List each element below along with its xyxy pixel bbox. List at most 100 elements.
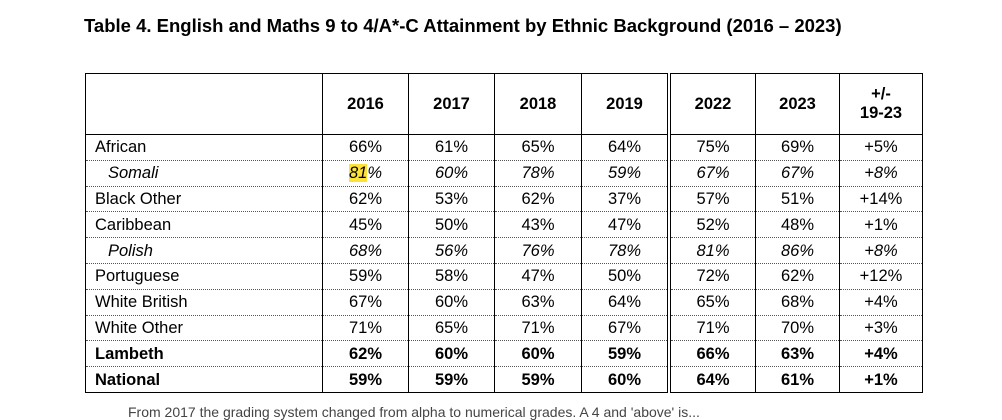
footnote-text: From 2017 the grading system changed fro… <box>128 404 700 420</box>
header-year-2022: 2022 <box>667 73 756 135</box>
table-row: White British 67% 60% 63% 64% 65% 68% +4… <box>85 289 923 316</box>
attainment-table: 2016 2017 2018 2019 2022 2023 +/- 19-23 … <box>85 73 923 393</box>
cell-2018: 59% <box>494 366 582 393</box>
highlighted-text: 81 <box>348 164 368 183</box>
cell-2023: 63% <box>755 340 840 368</box>
cell-change: +12% <box>839 263 923 290</box>
header-year-2018: 2018 <box>494 73 582 135</box>
cell-change: +4% <box>839 289 923 316</box>
table-row: African 66% 61% 65% 64% 75% 69% +5% <box>85 134 923 161</box>
cell-2017: 50% <box>408 211 495 239</box>
table-row: Polish 68% 56% 76% 78% 81% 86% +8% <box>85 237 923 264</box>
header-year-2023: 2023 <box>755 73 840 135</box>
cell-2023: 69% <box>755 134 840 161</box>
cell-2016: 67% <box>322 289 409 316</box>
cell-2016: 59% <box>322 366 409 393</box>
table-header-row: 2016 2017 2018 2019 2022 2023 +/- 19-23 <box>85 73 923 135</box>
cell-2017: 65% <box>408 315 495 342</box>
cell-2017: 53% <box>408 186 495 213</box>
cell-2018: 47% <box>494 263 582 290</box>
cell-2023: 86% <box>755 237 840 264</box>
cell-2017: 60% <box>408 340 495 368</box>
row-label: National <box>85 366 323 393</box>
header-change-line1: +/- <box>871 85 891 103</box>
cell-2023: 61% <box>755 366 840 393</box>
cell-2018: 62% <box>494 186 582 213</box>
header-change: +/- 19-23 <box>839 73 923 135</box>
cell-2022: 67% <box>667 160 756 187</box>
cell-2017: 58% <box>408 263 495 290</box>
cell-2016: 68% <box>322 237 409 264</box>
cell-2016: 71% <box>322 315 409 342</box>
cell-2016: 62% <box>322 340 409 368</box>
cell-2017: 59% <box>408 366 495 393</box>
header-year-2017: 2017 <box>408 73 495 135</box>
header-year-2019: 2019 <box>581 73 670 135</box>
row-label: Caribbean <box>85 211 323 239</box>
cell-2022: 52% <box>667 211 756 239</box>
cell-change: +5% <box>839 134 923 161</box>
table-row: Black Other 62% 53% 62% 37% 57% 51% +14% <box>85 186 923 213</box>
row-label: African <box>85 134 323 161</box>
cell-2022: 75% <box>667 134 756 161</box>
row-label: White British <box>85 289 323 316</box>
cell-change: +3% <box>839 315 923 342</box>
cell-change: +1% <box>839 366 923 393</box>
cell-2019: 64% <box>581 289 670 316</box>
cell-2018: 71% <box>494 315 582 342</box>
cell-2019: 78% <box>581 237 670 264</box>
table-row: Portuguese 59% 58% 47% 50% 72% 62% +12% <box>85 263 923 290</box>
cell-2018: 65% <box>494 134 582 161</box>
cell-2018: 78% <box>494 160 582 187</box>
cell-2017: 61% <box>408 134 495 161</box>
row-label: White Other <box>85 315 323 342</box>
cell-change: +4% <box>839 340 923 368</box>
cell-2016: 62% <box>322 186 409 213</box>
cell-2018: 43% <box>494 211 582 239</box>
cell-2019: 59% <box>581 160 670 187</box>
cell-2016: 66% <box>322 134 409 161</box>
cell-2016: 59% <box>322 263 409 290</box>
cell-change: +14% <box>839 186 923 213</box>
cell-change: +1% <box>839 211 923 239</box>
cell-2016-suffix: % <box>367 164 383 183</box>
cell-2019: 50% <box>581 263 670 290</box>
cell-2023: 67% <box>755 160 840 187</box>
header-year-2016: 2016 <box>322 73 409 135</box>
cell-2022: 81% <box>667 237 756 264</box>
table-row: Lambeth 62% 60% 60% 59% 66% 63% +4% <box>85 340 923 368</box>
cell-2018: 76% <box>494 237 582 264</box>
cell-2017: 60% <box>408 160 495 187</box>
row-label: Somali <box>85 160 323 187</box>
table-row: White Other 71% 65% 71% 67% 71% 70% +3% <box>85 315 923 342</box>
cell-2023: 62% <box>755 263 840 290</box>
cell-2016: 81% <box>322 160 409 187</box>
table-row: Somali 81% 60% 78% 59% 67% 67% +8% <box>85 160 923 187</box>
cell-2019: 47% <box>581 211 670 239</box>
cell-2019: 60% <box>581 366 670 393</box>
row-label: Polish <box>85 237 323 264</box>
cell-2017: 60% <box>408 289 495 316</box>
cell-2019: 37% <box>581 186 670 213</box>
table-title: Table 4. English and Maths 9 to 4/A*-C A… <box>84 15 842 36</box>
header-group-cell <box>85 73 323 135</box>
cell-2022: 66% <box>667 340 756 368</box>
cell-2016: 45% <box>322 211 409 239</box>
cell-2022: 57% <box>667 186 756 213</box>
cell-2023: 68% <box>755 289 840 316</box>
cell-change: +8% <box>839 160 923 187</box>
table-row: National 59% 59% 59% 60% 64% 61% +1% <box>85 366 923 393</box>
table-row: Caribbean 45% 50% 43% 47% 52% 48% +1% <box>85 211 923 239</box>
cell-2017: 56% <box>408 237 495 264</box>
cell-2023: 70% <box>755 315 840 342</box>
cell-2019: 67% <box>581 315 670 342</box>
row-label: Portuguese <box>85 263 323 290</box>
cell-2023: 51% <box>755 186 840 213</box>
cell-2022: 71% <box>667 315 756 342</box>
cell-2019: 59% <box>581 340 670 368</box>
cell-change: +8% <box>839 237 923 264</box>
cell-2018: 63% <box>494 289 582 316</box>
header-change-line2: 19-23 <box>859 104 903 122</box>
cell-2022: 65% <box>667 289 756 316</box>
cell-2022: 72% <box>667 263 756 290</box>
